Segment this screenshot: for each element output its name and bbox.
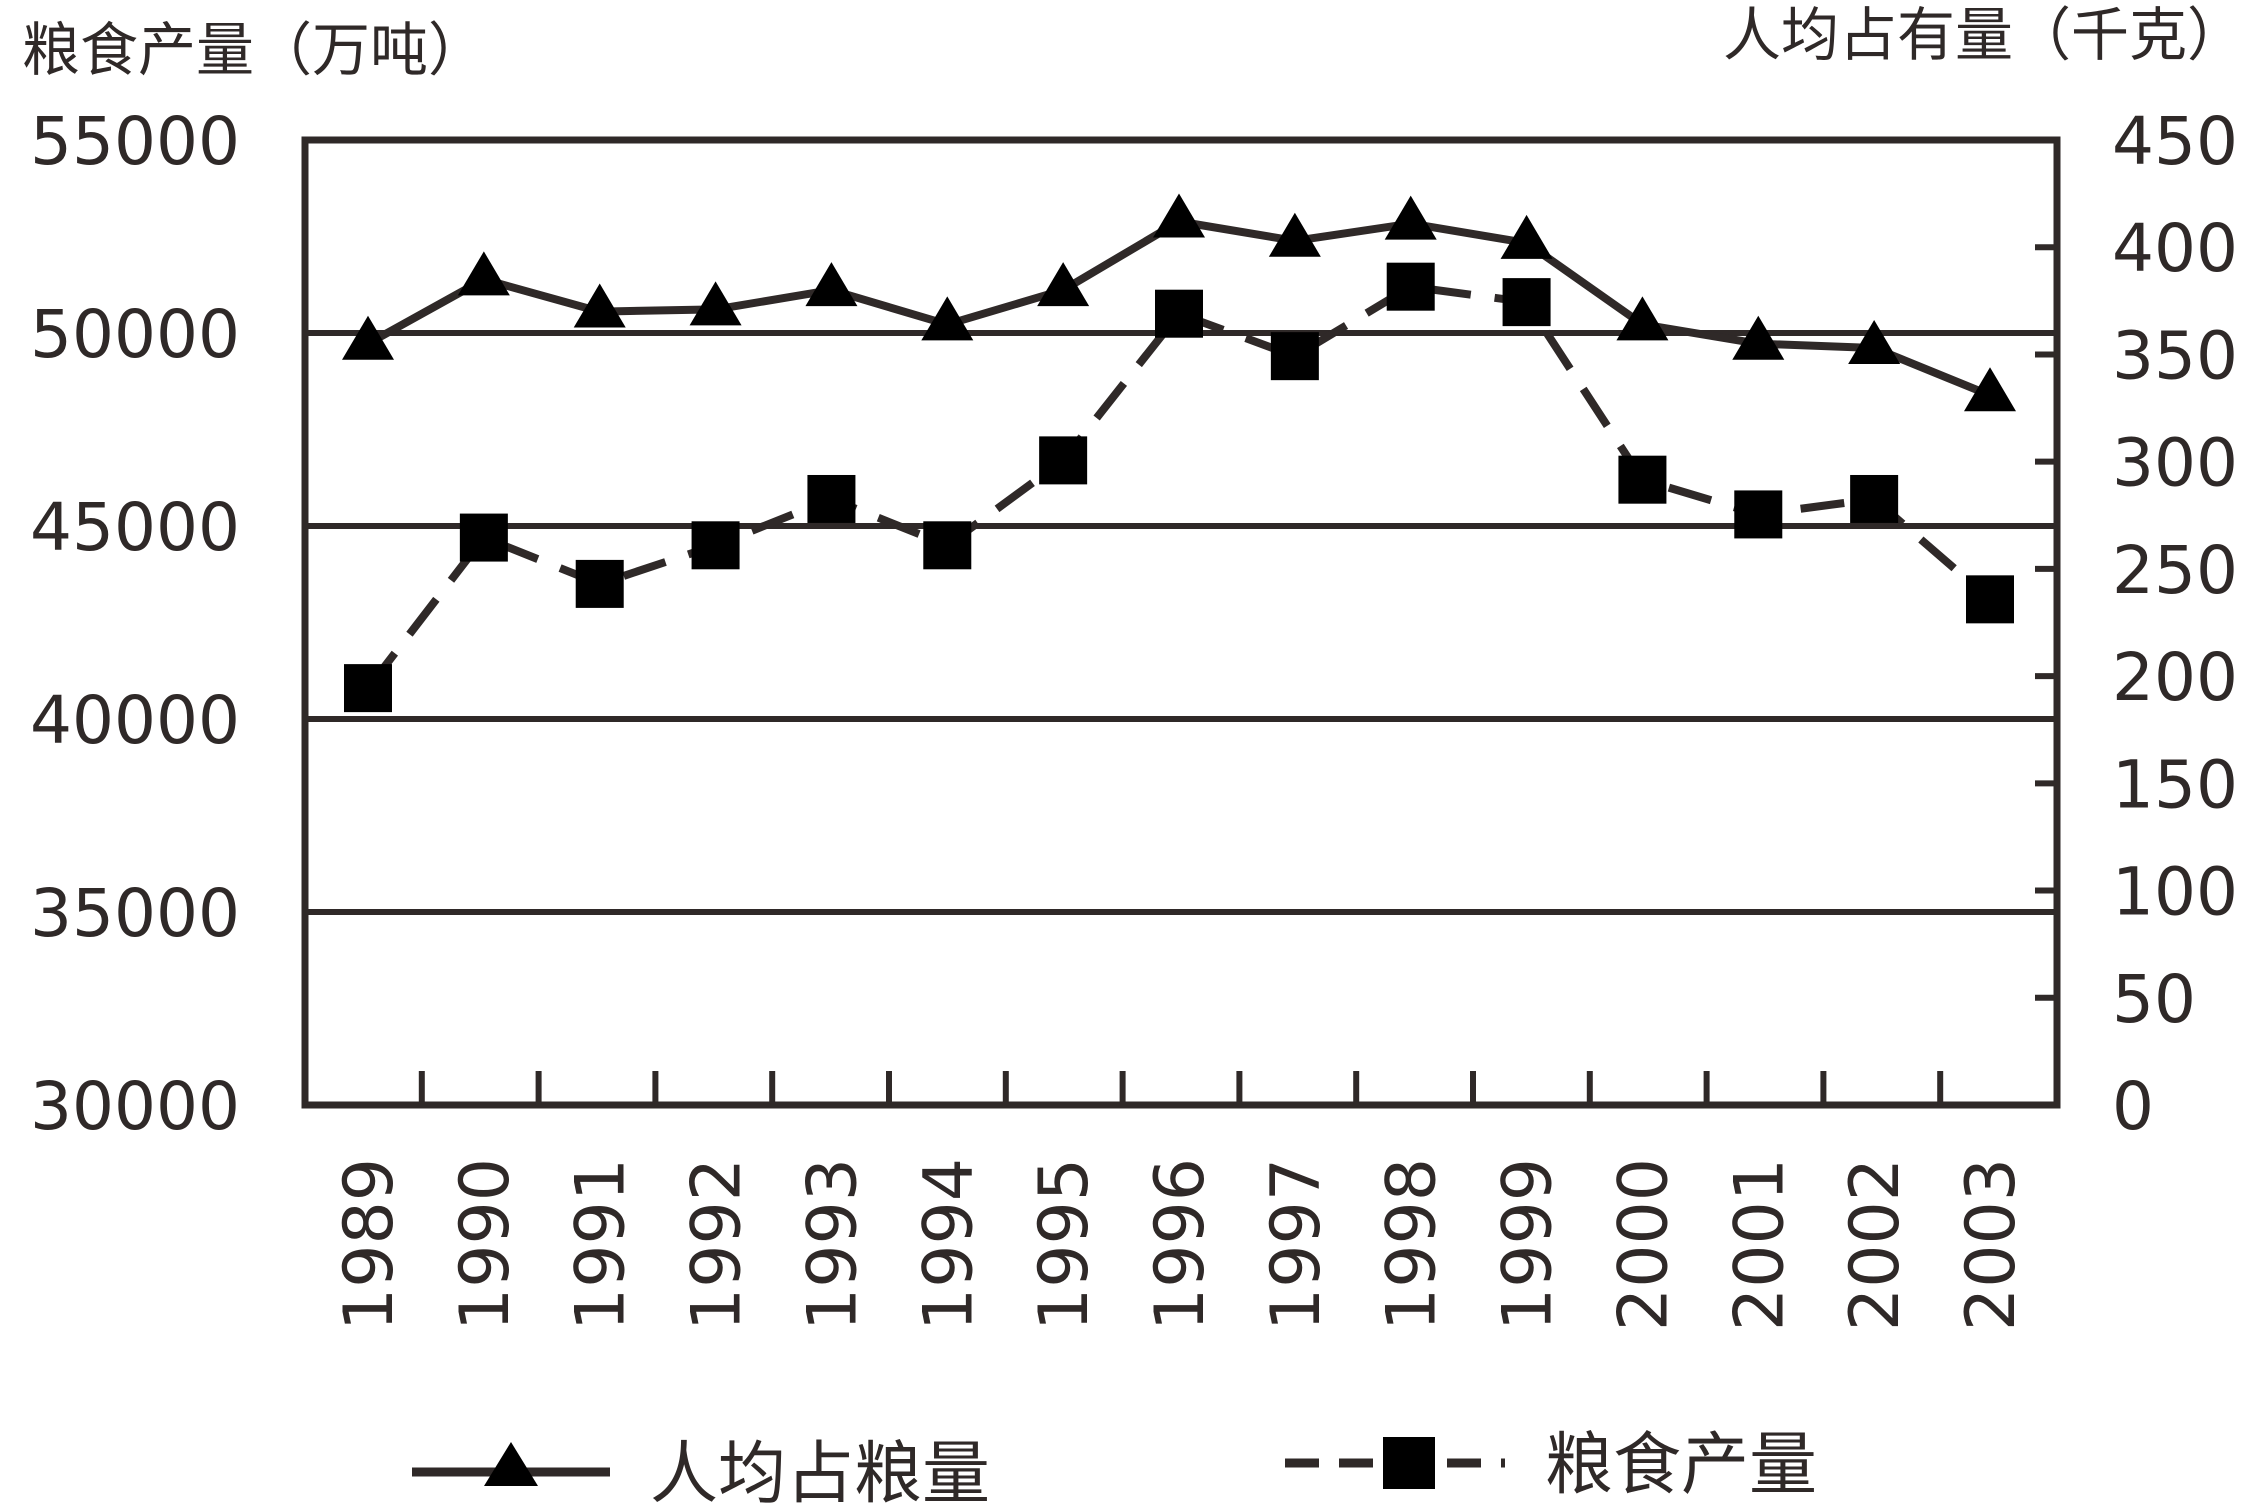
triangle-marker: [1384, 195, 1437, 240]
square-marker: [1039, 436, 1088, 485]
year-label: 2002: [1836, 1158, 1915, 1331]
year-label: 1994: [909, 1158, 988, 1331]
year-label: 1992: [678, 1158, 757, 1331]
left-tick-label: 55000: [30, 103, 240, 180]
square-marker: [691, 521, 740, 570]
square-marker: [459, 513, 508, 562]
legend: 人均占粮量 粮食产量: [412, 1426, 1817, 1508]
square-marker: [575, 559, 624, 608]
year-labels: 1989 1990 1991 1992 1993 1994 1995 1996 1997 1998…: [330, 1158, 2031, 1331]
left-tick-label: 35000: [30, 875, 240, 952]
square-marker: [1386, 262, 1435, 311]
square-marker: [344, 664, 392, 713]
square-marker: [807, 474, 856, 523]
left-tick-labels: 55000 50000 45000 40000 35000 30000: [30, 103, 240, 1145]
right-tick-label: 0: [2112, 1068, 2154, 1145]
triangle-marker: [573, 283, 626, 328]
square-marker: [1966, 575, 2014, 624]
right-tick-label: 200: [2112, 639, 2238, 716]
left-tick-label: 40000: [30, 682, 240, 759]
square-marker: [1618, 455, 1667, 504]
legend-square-marker: [1383, 1437, 1435, 1489]
year-label: 1991: [562, 1158, 641, 1331]
triangle-marker: [689, 281, 742, 326]
plot-frame: [301, 136, 2061, 1109]
triangle-marker: [1037, 262, 1090, 307]
year-label: 2000: [1604, 1158, 1683, 1331]
year-label: 1998: [1373, 1158, 1452, 1331]
triangle-marker: [1500, 214, 1553, 259]
square-marker: [1734, 490, 1783, 539]
year-label: 2003: [1952, 1158, 2031, 1331]
triangle-marker: [342, 315, 394, 360]
year-label: 1996: [1141, 1158, 1220, 1331]
legend-label-per-capita: 人均占粮量: [650, 1435, 990, 1508]
triangle-marker: [1964, 367, 2016, 412]
right-tick-label: 400: [2112, 210, 2238, 287]
square-marker: [1502, 278, 1551, 327]
triangle-marker: [805, 262, 858, 307]
x-tick-marks: [418, 1071, 1944, 1105]
right-tick-labels: 450 400 350 300 250 200 150 100 50 0: [2112, 103, 2238, 1145]
year-label: 1995: [1025, 1158, 1104, 1331]
triangle-marker: [1616, 296, 1669, 341]
left-tick-label: 50000: [30, 296, 240, 373]
right-tick-label: 250: [2112, 532, 2238, 609]
year-label: 1989: [330, 1158, 409, 1331]
right-tick-label: 150: [2112, 746, 2238, 823]
square-marker: [1850, 474, 1899, 523]
triangle-marker: [1732, 315, 1785, 360]
year-label: 1999: [1489, 1158, 1568, 1331]
square-marker: [1155, 289, 1203, 338]
triangle-marker: [1268, 212, 1321, 257]
right-axis-title: 人均占有量（千克）: [1723, 1, 2245, 69]
year-label: 1993: [793, 1158, 872, 1331]
right-tick-label: 50: [2112, 961, 2196, 1038]
square-marker: [1270, 332, 1319, 381]
triangle-marker: [921, 296, 974, 341]
series-line-1: [364, 282, 1993, 691]
legend-triangle-marker: [484, 1442, 538, 1486]
triangle-marker: [457, 251, 510, 296]
legend-label-production: 粮食产量: [1545, 1426, 1817, 1505]
right-tick-label: 350: [2112, 317, 2238, 394]
triangle-marker: [1848, 320, 1901, 365]
year-label: 2001: [1720, 1158, 1799, 1331]
left-tick-label: 45000: [30, 489, 240, 566]
year-label: 1990: [446, 1158, 525, 1331]
left-tick-label: 30000: [30, 1068, 240, 1145]
gridlines: [305, 330, 2057, 915]
right-tick-marks: [2035, 137, 2057, 1108]
left-axis-title: 粮食产量（万吨）: [22, 16, 486, 84]
year-label: 1997: [1257, 1158, 1336, 1331]
right-tick-label: 450: [2112, 103, 2238, 180]
right-tick-label: 100: [2112, 854, 2238, 931]
series-layer: [342, 193, 2016, 713]
triangle-marker: [1153, 193, 1205, 238]
square-marker: [923, 521, 972, 570]
right-tick-label: 300: [2112, 425, 2238, 502]
